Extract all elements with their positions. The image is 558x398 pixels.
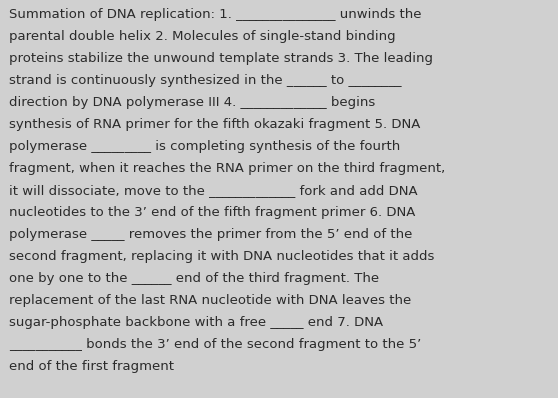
- Text: it will dissociate, move to the _____________ fork and add DNA: it will dissociate, move to the ________…: [9, 184, 417, 197]
- Text: Summation of DNA replication: 1. _______________ unwinds the: Summation of DNA replication: 1. _______…: [9, 8, 421, 21]
- Text: one by one to the ______ end of the third fragment. The: one by one to the ______ end of the thir…: [9, 272, 379, 285]
- Text: nucleotides to the 3’ end of the fifth fragment primer 6. DNA: nucleotides to the 3’ end of the fifth f…: [9, 206, 415, 219]
- Text: replacement of the last RNA nucleotide with DNA leaves the: replacement of the last RNA nucleotide w…: [9, 294, 411, 307]
- Text: parental double helix 2. Molecules of single-stand binding: parental double helix 2. Molecules of si…: [9, 30, 396, 43]
- Text: sugar-phosphate backbone with a free _____ end 7. DNA: sugar-phosphate backbone with a free ___…: [9, 316, 383, 329]
- Text: fragment, when it reaches the RNA primer on the third fragment,: fragment, when it reaches the RNA primer…: [9, 162, 445, 175]
- Text: synthesis of RNA primer for the fifth okazaki fragment 5. DNA: synthesis of RNA primer for the fifth ok…: [9, 118, 420, 131]
- Text: polymerase _____ removes the primer from the 5’ end of the: polymerase _____ removes the primer from…: [9, 228, 412, 241]
- Text: direction by DNA polymerase III 4. _____________ begins: direction by DNA polymerase III 4. _____…: [9, 96, 375, 109]
- Text: ___________ bonds the 3’ end of the second fragment to the 5’: ___________ bonds the 3’ end of the seco…: [9, 338, 421, 351]
- Text: polymerase _________ is completing synthesis of the fourth: polymerase _________ is completing synth…: [9, 140, 400, 153]
- Text: proteins stabilize the unwound template strands 3. The leading: proteins stabilize the unwound template …: [9, 52, 433, 65]
- Text: strand is continuously synthesized in the ______ to ________: strand is continuously synthesized in th…: [9, 74, 402, 87]
- Text: second fragment, replacing it with DNA nucleotides that it adds: second fragment, replacing it with DNA n…: [9, 250, 434, 263]
- Text: end of the first fragment: end of the first fragment: [9, 360, 174, 373]
